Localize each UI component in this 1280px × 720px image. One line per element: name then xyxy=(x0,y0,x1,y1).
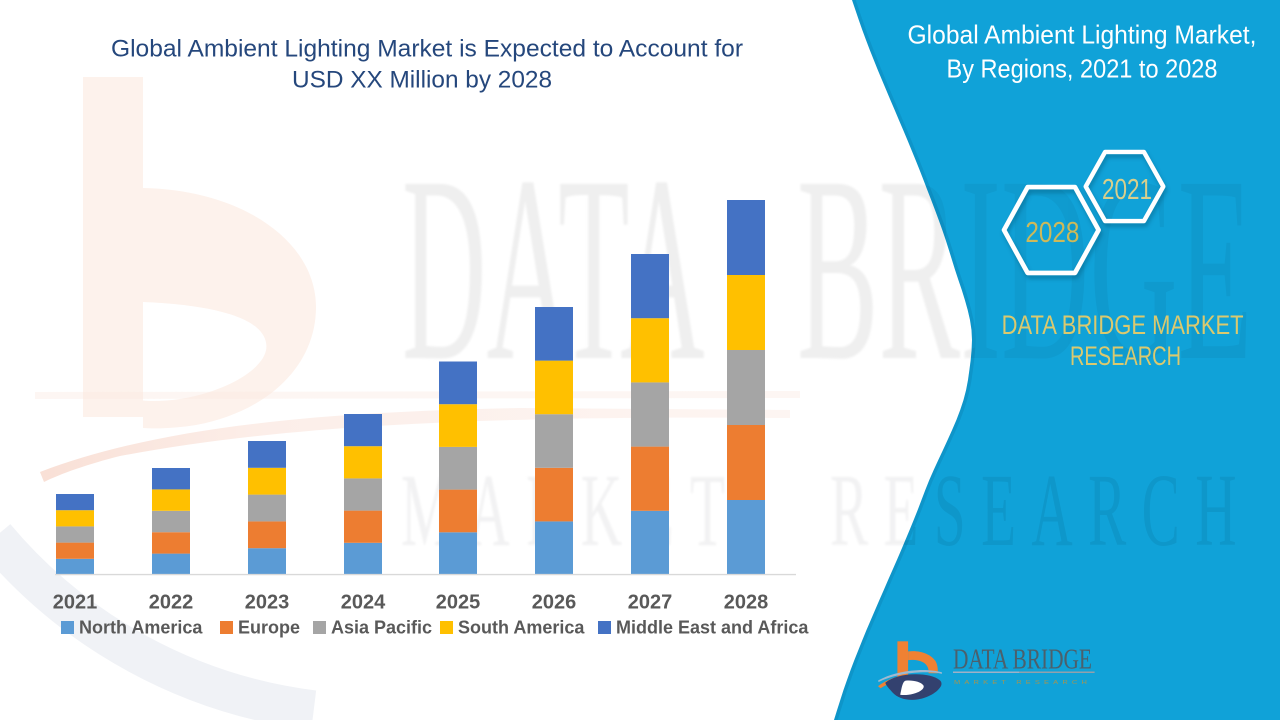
svg-text:USD XX Million by 2028: USD XX Million by 2028 xyxy=(292,66,552,93)
svg-text:Europe: Europe xyxy=(238,618,300,638)
svg-text:2027: 2027 xyxy=(628,592,673,614)
svg-text:2023: 2023 xyxy=(245,592,290,614)
svg-text:RESEARCH: RESEARCH xyxy=(1070,341,1181,371)
svg-text:2024: 2024 xyxy=(341,592,386,614)
svg-text:2025: 2025 xyxy=(436,592,481,614)
svg-text:North America: North America xyxy=(79,618,203,638)
svg-text:MARKET RESEARCH: MARKET RESEARCH xyxy=(954,680,1091,686)
svg-text:2022: 2022 xyxy=(149,592,194,614)
svg-text:DATA BRIDGE MARKET: DATA BRIDGE MARKET xyxy=(1002,310,1244,340)
svg-text:Middle East and Africa: Middle East and Africa xyxy=(616,618,809,638)
svg-text:South America: South America xyxy=(458,618,585,638)
svg-text:DATA BRIDGE: DATA BRIDGE xyxy=(953,644,1092,676)
svg-text:By Regions, 2021 to 2028: By Regions, 2021 to 2028 xyxy=(947,54,1218,84)
svg-text:2021: 2021 xyxy=(53,592,98,614)
svg-text:2028: 2028 xyxy=(724,592,769,614)
svg-text:2026: 2026 xyxy=(532,592,577,614)
svg-text:Asia Pacific: Asia Pacific xyxy=(331,618,432,638)
svg-text:Global Ambient Lighting Market: Global Ambient Lighting Market, xyxy=(908,20,1257,50)
svg-text:2028: 2028 xyxy=(1025,217,1079,249)
svg-text:Global Ambient Lighting Market: Global Ambient Lighting Market is Expect… xyxy=(111,35,743,62)
svg-text:2021: 2021 xyxy=(1102,174,1152,206)
